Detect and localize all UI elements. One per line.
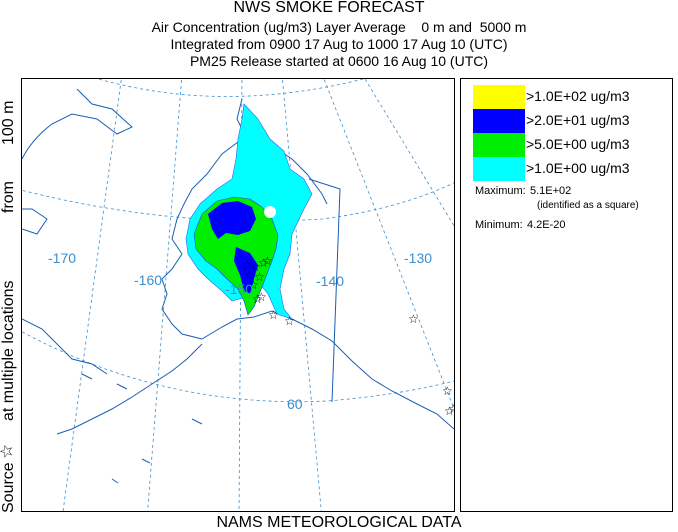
maximum-value: 5.1E+02 (530, 185, 572, 197)
plume-band-20-south (234, 247, 258, 294)
legend-label: >2.0E+01 ug/m3 (526, 112, 630, 128)
lon-line-130 (323, 79, 454, 410)
maximum-note: (identified as a square) (537, 200, 639, 211)
lon-label: -160 (134, 272, 162, 288)
source-star-icon: ☆ (442, 384, 453, 398)
russia-coast (22, 88, 133, 375)
source-star-icon: ☆ (244, 268, 255, 282)
source-star-icon: ☆ (408, 312, 419, 326)
side-label-from: from (0, 181, 17, 213)
side-label-at-multiple: at multiple locations (0, 280, 17, 421)
lon-line-160 (147, 79, 183, 511)
minimum-value: 4.2E-20 (527, 219, 566, 231)
integration-period: Integrated from 0900 17 Aug to 1000 17 A… (170, 36, 508, 52)
source-star-icon: ☆ (444, 404, 454, 418)
source-side-label: Source ☆ at multiple locations from 100 … (0, 0, 20, 532)
islands (81, 373, 203, 484)
legend-swatch (473, 85, 525, 109)
lon-label: -170 (48, 250, 76, 266)
legend-label: >5.0E+00 ug/m3 (526, 136, 630, 152)
lat-label: 60 (287, 396, 303, 412)
lon-line-170 (62, 79, 122, 511)
source-star-icon: ☆ (268, 308, 279, 322)
lon-line-120 (364, 79, 454, 227)
lat-line-80 (97, 79, 365, 97)
forecast-title: NWS SMOKE FORECAST (233, 0, 425, 16)
grid-labels: -170 -160 -150 -140 -130 60 (48, 250, 432, 412)
smoke-map: ☆ ☆ ☆ ☆ ☆ ☆ ☆ ☆ ☆ ☆ ☆ ☆ ☆ ☆ ☆ -170 -160 … (21, 78, 455, 512)
source-star-icon: ☆ (254, 270, 265, 284)
source-star-icon: ☆ (262, 254, 273, 268)
plume-gap (264, 206, 276, 218)
plume-band-20 (208, 201, 256, 239)
legend-item: >5.0E+00 ug/m3 (473, 133, 668, 157)
source-star-icon: ☆ (258, 256, 269, 270)
legend-item: >2.0E+01 ug/m3 (473, 109, 668, 133)
source-star-icon: ☆ (242, 258, 253, 272)
lat-line-60 (22, 331, 454, 403)
legend-swatch (473, 109, 525, 133)
legend-label: >1.0E+00 ug/m3 (526, 160, 630, 176)
side-label-source: Source (0, 462, 17, 513)
legend-swatch (473, 157, 525, 181)
maximum-label: Maximum: (475, 185, 526, 197)
concentration-subtitle: Air Concentration (ug/m3) Layer Average … (151, 19, 527, 35)
source-star-icon: ☆ (0, 444, 17, 459)
source-star-icon: ☆ (252, 292, 263, 306)
alaska-west-coast (161, 138, 243, 340)
source-star-icon: ☆ (448, 402, 454, 416)
smoke-plume (185, 103, 313, 320)
aleutian-chain (56, 343, 203, 435)
lon-line-140 (282, 79, 322, 511)
map-canvas: ☆ ☆ ☆ ☆ ☆ ☆ ☆ ☆ ☆ ☆ ☆ ☆ ☆ ☆ ☆ -170 -160 … (22, 79, 454, 511)
source-star-icon: ☆ (256, 290, 267, 304)
legend-item: >1.0E+00 ug/m3 (473, 157, 668, 181)
legend-panel: >1.0E+02 ug/m3 >2.0E+01 ug/m3 >5.0E+00 u… (460, 78, 673, 512)
release-start: PM25 Release started at 0600 16 Aug 10 (… (189, 53, 489, 69)
lon-label: -140 (316, 273, 344, 289)
source-star-icon: ☆ (284, 314, 295, 328)
legend-item: >1.0E+02 ug/m3 (473, 85, 668, 109)
fire-sources: ☆ ☆ ☆ ☆ ☆ ☆ ☆ ☆ ☆ ☆ ☆ ☆ ☆ ☆ ☆ (242, 254, 454, 418)
border-alaska-canada (308, 178, 341, 403)
lon-label: -150 (225, 281, 253, 297)
legend-swatch (473, 133, 525, 157)
source-star-icon: ☆ (248, 278, 259, 292)
source-star-icon: ☆ (250, 260, 261, 274)
coastlines (22, 88, 454, 484)
lon-label: -130 (404, 250, 432, 266)
minimum-label: Minimum: (475, 219, 523, 231)
gulf-of-alaska-coast (201, 310, 454, 430)
legend-label: >1.0E+02 ug/m3 (526, 88, 630, 104)
data-source-footer: NAMS METEOROLOGICAL DATA (216, 514, 462, 531)
side-label-height: 100 m (0, 100, 17, 145)
